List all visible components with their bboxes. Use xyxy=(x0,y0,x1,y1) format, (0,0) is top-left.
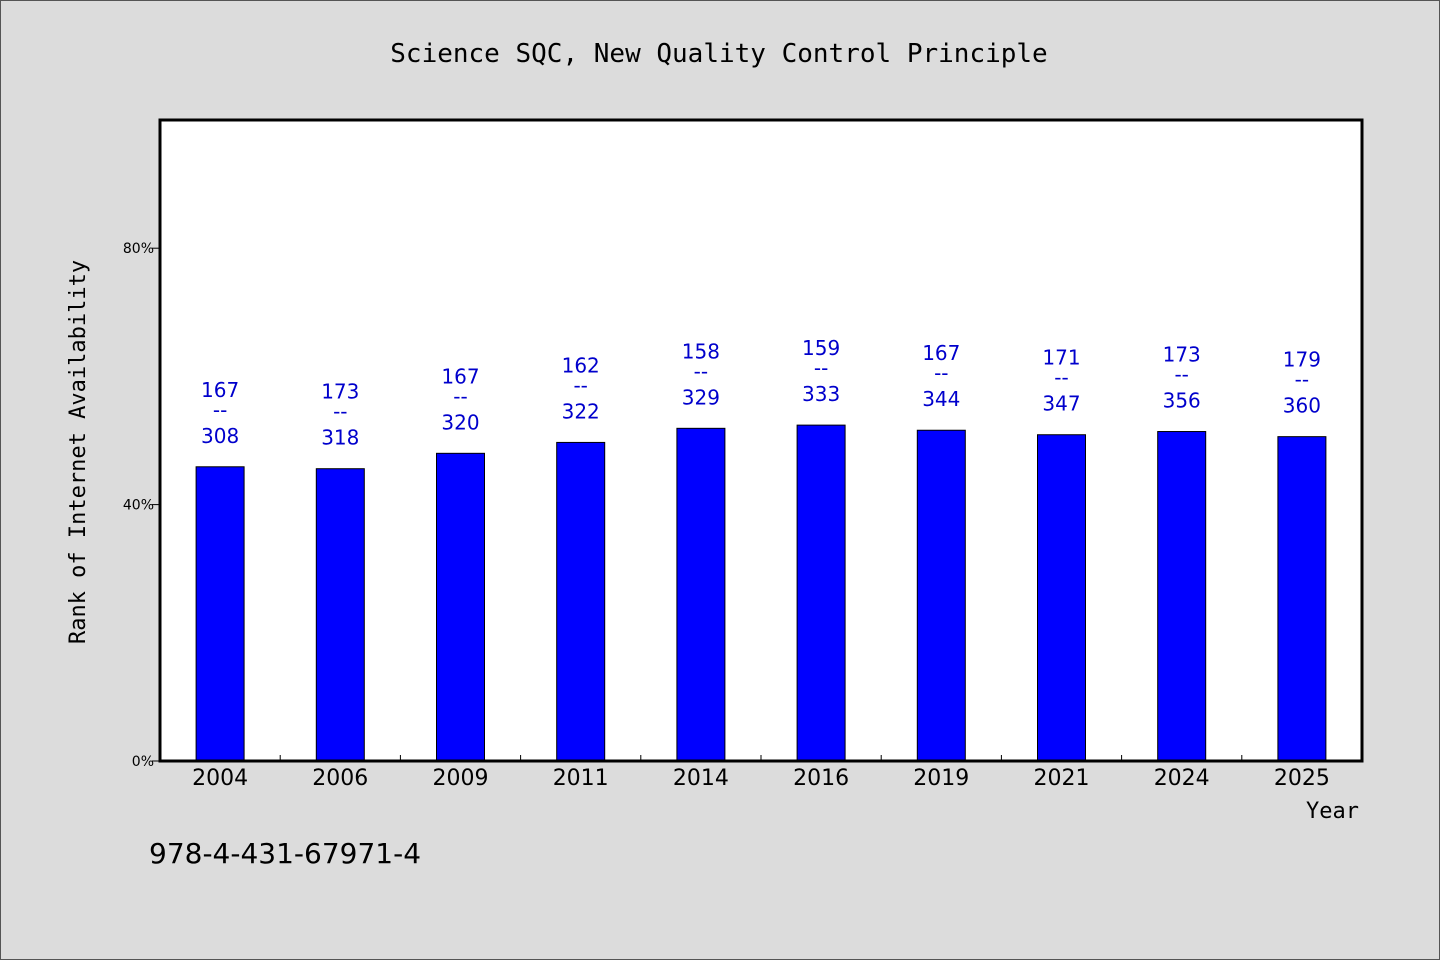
x-tick-label-2019: 2019 xyxy=(913,766,969,791)
data-label-bottom-2009: 320 xyxy=(441,410,479,434)
data-label-top-2025: 179 xyxy=(1283,348,1321,372)
bar-2014 xyxy=(676,427,726,762)
data-label-separator-2024: -- xyxy=(1174,363,1188,387)
data-label-bottom-2019: 344 xyxy=(922,387,960,411)
x-tick-label-2024: 2024 xyxy=(1154,766,1210,791)
data-label-separator-2021: -- xyxy=(1054,366,1068,390)
data-label-bottom-2025: 360 xyxy=(1283,394,1321,418)
data-label-separator-2011: -- xyxy=(573,373,587,397)
data-label-bottom-2004: 308 xyxy=(201,424,239,448)
data-label-bottom-2016: 333 xyxy=(802,382,840,406)
data-label-top-2011: 162 xyxy=(562,353,600,377)
data-label-separator-2025: -- xyxy=(1295,368,1309,392)
bar-2004 xyxy=(195,466,245,762)
data-label-bottom-2024: 356 xyxy=(1163,389,1201,413)
x-tick-label-2009: 2009 xyxy=(433,766,489,791)
footer-code: 978-4-431-67971-4 xyxy=(149,837,421,870)
data-label-top-2024: 173 xyxy=(1163,343,1201,367)
data-label-bottom-2021: 347 xyxy=(1042,392,1080,416)
bar-2019 xyxy=(916,429,966,762)
x-tick-label-2004: 2004 xyxy=(192,766,248,791)
data-label-separator-2009: -- xyxy=(453,384,467,408)
data-label-top-2021: 171 xyxy=(1042,346,1080,370)
bar-2009 xyxy=(436,452,485,762)
bar-2021 xyxy=(1037,434,1086,762)
bar-2006 xyxy=(315,468,365,762)
data-label-bottom-2011: 322 xyxy=(562,399,600,423)
y-axis-label: Rank of Internet Availability xyxy=(66,260,91,644)
data-label-separator-2014: -- xyxy=(694,359,708,383)
data-label-separator-2019: -- xyxy=(934,361,948,385)
y-tick-label-0: 0% xyxy=(132,754,154,770)
data-label-separator-2006: -- xyxy=(333,400,347,424)
chart-title: Science SQC, New Quality Control Princip… xyxy=(390,39,1047,69)
data-label-top-2016: 159 xyxy=(802,336,840,360)
data-label-top-2019: 167 xyxy=(922,341,960,365)
x-tick-label-2021: 2021 xyxy=(1034,766,1090,791)
y-tick-label-40: 40% xyxy=(123,498,154,514)
data-label-top-2009: 167 xyxy=(441,364,479,388)
x-tick-label-2006: 2006 xyxy=(312,766,368,791)
bar-2016 xyxy=(796,424,846,762)
data-label-top-2004: 167 xyxy=(201,378,239,402)
data-label-bottom-2006: 318 xyxy=(321,426,359,450)
data-label-separator-2016: -- xyxy=(814,356,828,380)
x-axis-label: Year xyxy=(1306,799,1359,824)
bar-2024 xyxy=(1157,431,1207,762)
x-tick-label-2025: 2025 xyxy=(1274,766,1330,791)
bar-2011 xyxy=(556,441,606,762)
data-label-top-2014: 158 xyxy=(682,339,720,363)
data-label-separator-2004: -- xyxy=(213,398,227,422)
x-tick-label-2014: 2014 xyxy=(673,766,729,791)
data-label-bottom-2014: 329 xyxy=(682,385,720,409)
plot-border xyxy=(158,118,1364,763)
y-tick-label-80: 80% xyxy=(123,241,154,257)
bar-2025 xyxy=(1277,436,1327,762)
data-label-top-2006: 173 xyxy=(321,380,359,404)
x-tick-label-2016: 2016 xyxy=(793,766,849,791)
x-tick-label-2011: 2011 xyxy=(553,766,609,791)
